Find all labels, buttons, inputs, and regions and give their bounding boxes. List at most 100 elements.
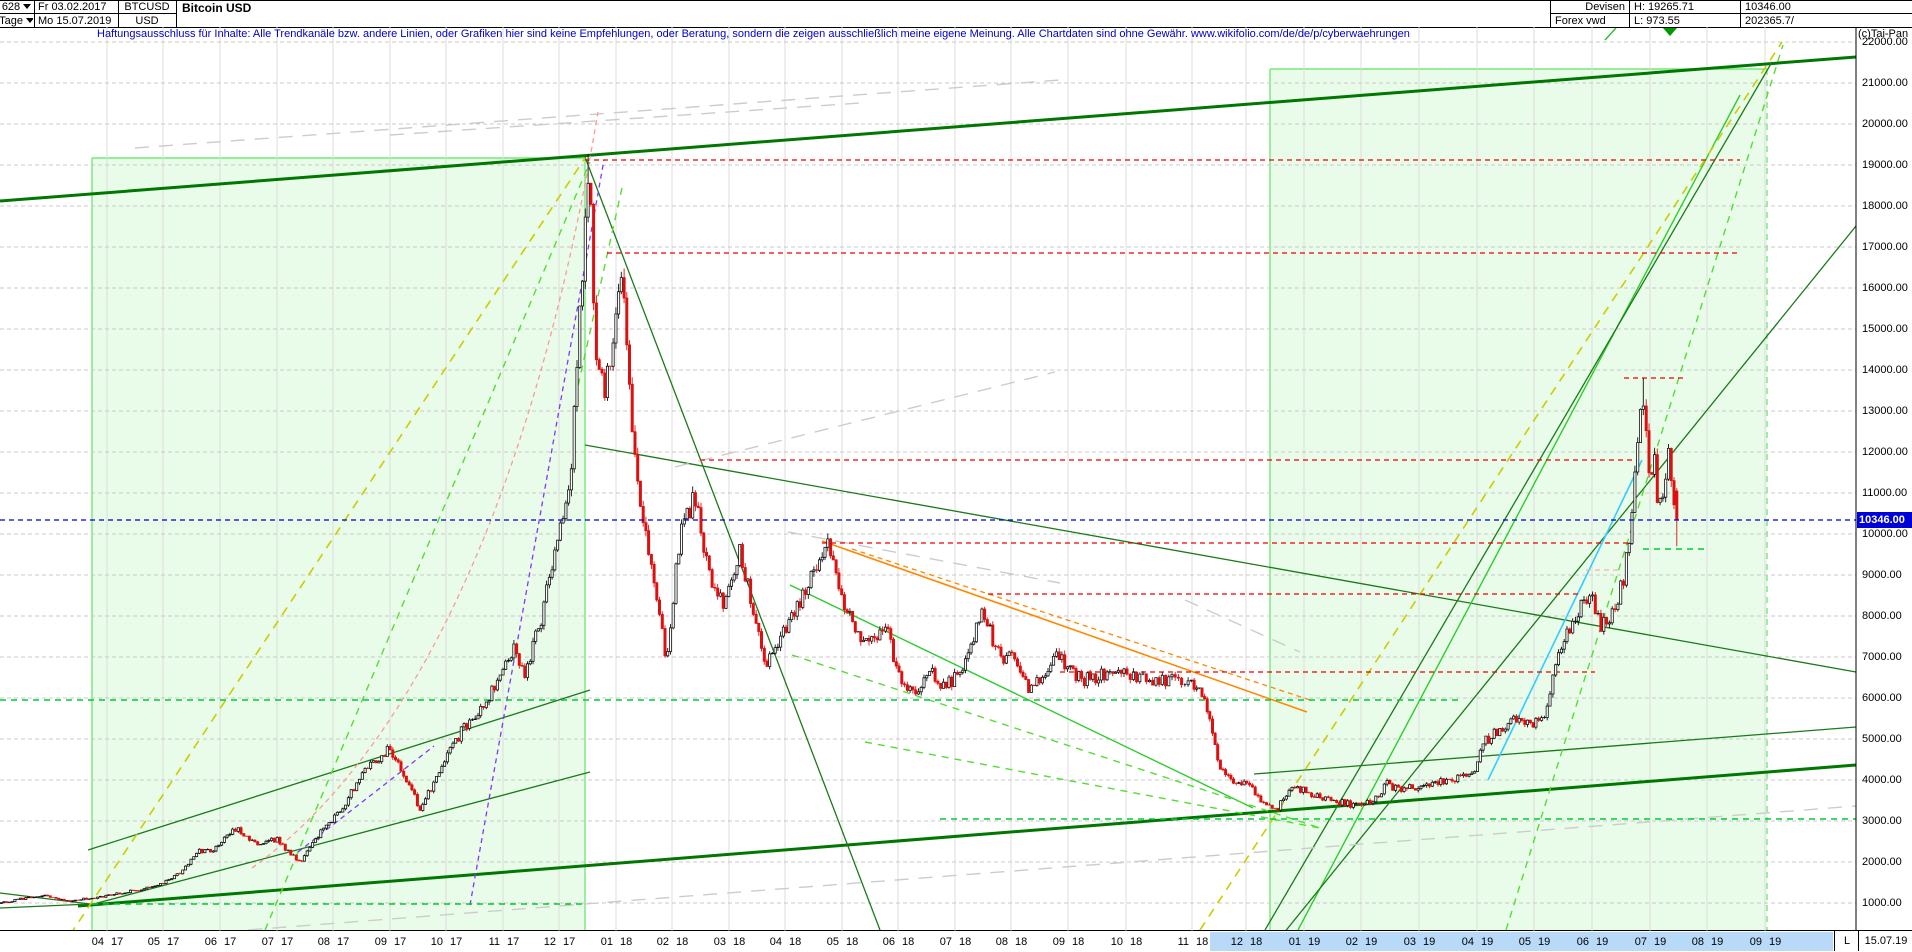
- time-axis-month: 07: [261, 936, 274, 948]
- period-label: Tage: [0, 14, 23, 27]
- date-from-field[interactable]: Fr 03.02.2017: [38, 0, 107, 13]
- instrument-title: Bitcoin USD: [182, 1, 252, 15]
- price-axis-label: 1000.00: [1862, 897, 1902, 909]
- time-axis-month: 12: [543, 936, 556, 948]
- price-axis-label: 3000.00: [1862, 815, 1902, 827]
- currency-label: USD: [135, 14, 159, 27]
- chevron-down-icon: [23, 4, 32, 9]
- time-axis-year: 18: [1015, 936, 1028, 948]
- time-axis-month: 08: [317, 936, 330, 948]
- price-axis-label: 7000.00: [1862, 651, 1902, 663]
- bars-count-label: 628: [1, 0, 21, 13]
- header-last-price: 10346.00: [1745, 0, 1791, 13]
- date-to-field[interactable]: Mo 15.07.2019: [38, 14, 112, 27]
- low-value: L: 973.55: [1634, 14, 1680, 27]
- time-axis-month: 04: [91, 936, 104, 948]
- time-axis-year: 18: [1072, 936, 1085, 948]
- time-axis-year: 18: [789, 936, 802, 948]
- time-axis-month: 07: [1634, 936, 1647, 948]
- chevron-down-icon: [25, 18, 33, 23]
- time-axis-month: 10: [1110, 936, 1123, 948]
- time-axis-month: 11: [1177, 936, 1189, 948]
- bars-count-dropdown[interactable]: 628: [0, 0, 33, 13]
- time-axis-month: 05: [1518, 936, 1531, 948]
- time-axis-year: 19: [1711, 936, 1724, 948]
- time-axis-year: 18: [676, 936, 689, 948]
- header-bar: 628 Tage Fr 03.02.2017 Mo 15.07.2019 BTC…: [0, 0, 1912, 28]
- time-axis-year: 19: [1481, 936, 1494, 948]
- copyright-label: (c)Tai-Pan: [1858, 28, 1909, 40]
- disclaimer-text: Haftungsausschluss für Inhalte: Alle Tre…: [97, 28, 1410, 40]
- symbol-field[interactable]: BTCUSD: [124, 0, 170, 13]
- price-axis-label: 2000.00: [1862, 856, 1902, 868]
- time-axis-year: 19: [1308, 936, 1321, 948]
- price-axis-label: 6000.00: [1862, 692, 1902, 704]
- source-line1: Devisen: [1585, 0, 1625, 13]
- time-axis-year: 17: [281, 936, 294, 948]
- time-axis-month: 09: [374, 936, 387, 948]
- time-axis-month: 01: [600, 936, 613, 948]
- time-axis-year: 17: [337, 936, 350, 948]
- scale-mode-button[interactable]: L: [1834, 931, 1859, 951]
- header-volume: 202365.7/: [1745, 14, 1794, 27]
- price-axis-label: 11000.00: [1862, 487, 1908, 499]
- price-axis-label: 12000.00: [1862, 446, 1908, 458]
- time-axis-month: 09: [1749, 936, 1762, 948]
- time-axis-month: 02: [1345, 936, 1358, 948]
- last-date-label: 15.07.19: [1858, 931, 1912, 951]
- time-axis-month: 11: [488, 936, 500, 948]
- time-axis-month: 06: [204, 936, 217, 948]
- time-axis-month: 08: [1691, 936, 1704, 948]
- price-axis-label: 8000.00: [1862, 610, 1902, 622]
- price-axis-label: 4000.00: [1862, 774, 1902, 786]
- time-axis-month: 09: [1052, 936, 1065, 948]
- time-axis-year: 18: [1196, 936, 1209, 948]
- time-axis-year: 19: [1596, 936, 1609, 948]
- price-axis-label: 20000.00: [1862, 118, 1908, 130]
- time-axis-month: 08: [995, 936, 1008, 948]
- time-axis-year: 17: [507, 936, 520, 948]
- current-price-badge: 10346.00: [1857, 512, 1912, 528]
- price-axis-label: 16000.00: [1862, 282, 1908, 294]
- time-axis-year: 18: [733, 936, 746, 948]
- time-axis-year: 18: [1250, 936, 1263, 948]
- time-axis-year: 17: [450, 936, 463, 948]
- time-axis-selection-highlight: [1210, 932, 1833, 951]
- time-axis-year: 17: [167, 936, 180, 948]
- time-axis-year: 19: [1654, 936, 1667, 948]
- price-axis-label: 9000.00: [1862, 569, 1902, 581]
- time-axis-year: 19: [1365, 936, 1378, 948]
- time-axis-year: 17: [111, 936, 124, 948]
- time-axis-year: 18: [1130, 936, 1143, 948]
- time-axis-month: 06: [1576, 936, 1589, 948]
- price-axis-label: 19000.00: [1862, 159, 1908, 171]
- time-axis-month: 04: [1461, 936, 1474, 948]
- price-axis-label: 22000.00: [1862, 36, 1908, 48]
- time-axis-year: 19: [1423, 936, 1436, 948]
- period-dropdown[interactable]: Tage: [0, 14, 33, 27]
- time-axis-year: 17: [394, 936, 407, 948]
- high-value: H: 19265.71: [1634, 0, 1694, 13]
- time-axis-month: 05: [147, 936, 160, 948]
- time-axis-year: 18: [959, 936, 972, 948]
- price-axis-label: 10000.00: [1862, 528, 1908, 540]
- price-axis-label: 18000.00: [1862, 200, 1908, 212]
- time-axis-year: 17: [563, 936, 576, 948]
- time-axis-year: 18: [846, 936, 859, 948]
- price-axis-label: 13000.00: [1862, 405, 1908, 417]
- price-axis-label: 14000.00: [1862, 364, 1908, 376]
- price-axis-label: 5000.00: [1862, 733, 1902, 745]
- time-axis-year: 18: [620, 936, 633, 948]
- time-axis-month: 04: [769, 936, 782, 948]
- time-axis-year: 19: [1538, 936, 1551, 948]
- time-axis-month: 01: [1288, 936, 1301, 948]
- time-axis-month: 03: [713, 936, 726, 948]
- time-axis-month: 12: [1230, 936, 1243, 948]
- time-axis-month: 06: [882, 936, 895, 948]
- price-axis-label: 17000.00: [1862, 241, 1908, 253]
- time-axis-year: 18: [902, 936, 915, 948]
- time-axis-year: 19: [1769, 936, 1782, 948]
- source-line2: Forex vwd: [1555, 14, 1606, 27]
